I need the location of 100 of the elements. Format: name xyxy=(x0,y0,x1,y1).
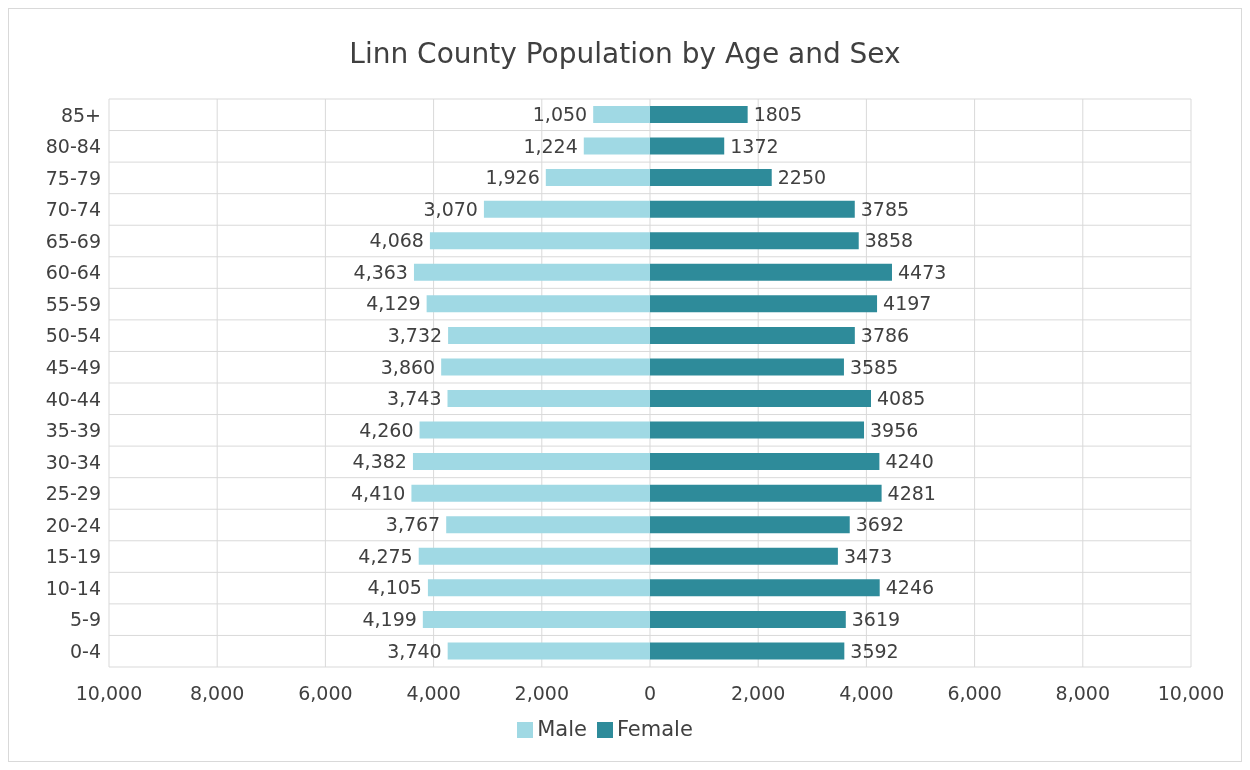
bar xyxy=(650,200,855,218)
bar xyxy=(446,516,650,534)
bar xyxy=(650,642,845,660)
bar xyxy=(411,484,650,502)
data-label: 3858 xyxy=(864,229,914,252)
chart-title: Linn County Population by Age and Sex xyxy=(348,37,902,70)
x-tick-label: 10,000 xyxy=(1157,682,1225,705)
data-label: 3786 xyxy=(860,324,910,347)
bar xyxy=(650,295,878,313)
data-label: 1805 xyxy=(753,103,803,126)
bar xyxy=(650,232,859,250)
data-label: 3592 xyxy=(850,639,899,662)
bar xyxy=(593,106,650,123)
data-label: 3,743 xyxy=(387,387,442,410)
bar xyxy=(650,263,892,281)
data-label: 3,860 xyxy=(380,355,436,378)
bar xyxy=(422,610,650,628)
data-label: 4,382 xyxy=(352,450,407,473)
data-label: 1,050 xyxy=(532,103,588,126)
data-label: 4197 xyxy=(883,292,932,315)
data-label: 4,199 xyxy=(362,608,417,631)
y-tick-label: 30-34 xyxy=(45,450,101,473)
data-label: 3,740 xyxy=(387,639,442,662)
data-label: 4240 xyxy=(885,450,934,473)
data-label: 1,224 xyxy=(523,134,578,157)
bar xyxy=(650,137,725,155)
data-label: 4,260 xyxy=(359,418,414,441)
data-label: 1,926 xyxy=(485,166,540,189)
bar xyxy=(650,421,865,439)
data-label: 4,068 xyxy=(369,229,424,252)
data-label: 3585 xyxy=(849,355,899,378)
bar xyxy=(447,390,650,407)
bar xyxy=(650,579,880,597)
y-tick-label: 85+ xyxy=(60,103,101,126)
bar xyxy=(650,516,850,534)
bar xyxy=(418,547,650,565)
bar xyxy=(583,137,650,155)
bar xyxy=(650,326,855,344)
data-label: 3619 xyxy=(851,608,901,631)
x-tick-label: 0 xyxy=(643,682,657,705)
y-tick-label: 25-29 xyxy=(45,482,101,505)
y-tick-label: 60-64 xyxy=(45,261,101,284)
data-label: 4,363 xyxy=(353,260,408,283)
legend-label: Male xyxy=(537,717,587,741)
bar xyxy=(412,453,650,471)
y-tick-label: 50-54 xyxy=(45,324,101,347)
y-tick-label: 75-79 xyxy=(45,166,101,189)
y-tick-label: 35-39 xyxy=(45,419,101,442)
data-label: 2250 xyxy=(777,166,827,189)
x-tick-label: 6,000 xyxy=(947,682,1002,705)
data-label: 3,070 xyxy=(423,197,478,220)
data-label: 4246 xyxy=(885,576,935,599)
bar xyxy=(650,106,748,123)
x-tick-label: 2,000 xyxy=(514,682,569,705)
bar xyxy=(413,263,650,281)
y-tick-label: 65-69 xyxy=(45,229,101,252)
bar xyxy=(429,232,650,250)
y-tick-label: 0-4 xyxy=(69,639,101,662)
bar xyxy=(419,421,650,439)
data-label: 4,105 xyxy=(367,576,422,599)
x-tick-label: 4,000 xyxy=(839,682,894,705)
data-label: 4,275 xyxy=(358,544,413,567)
x-tick-label: 4,000 xyxy=(406,682,461,705)
x-tick-label: 8,000 xyxy=(190,682,245,705)
data-label: 3,732 xyxy=(387,324,443,347)
y-tick-label: 20-24 xyxy=(45,513,101,536)
bar xyxy=(650,547,838,565)
data-label: 4085 xyxy=(877,387,926,410)
data-label: 3,767 xyxy=(385,513,441,536)
bar xyxy=(441,358,650,376)
x-tick-label: 8,000 xyxy=(1055,682,1110,705)
bar xyxy=(650,390,871,407)
y-tick-label: 80-84 xyxy=(45,135,101,158)
data-label: 1372 xyxy=(730,134,779,157)
y-tick-label: 70-74 xyxy=(45,198,101,221)
data-label: 3473 xyxy=(843,544,893,567)
x-tick-label: 2,000 xyxy=(731,682,786,705)
data-label: 3692 xyxy=(855,513,905,536)
y-tick-label: 5-9 xyxy=(69,608,101,631)
legend-label: Female xyxy=(616,717,693,741)
bar xyxy=(426,295,650,313)
bar xyxy=(650,169,772,187)
data-label: 3956 xyxy=(870,418,919,441)
data-label: 3785 xyxy=(860,197,910,220)
y-tick-label: 15-19 xyxy=(45,545,101,568)
bar xyxy=(448,326,650,344)
bar xyxy=(650,610,846,628)
bar xyxy=(650,453,880,471)
x-tick-label: 6,000 xyxy=(298,682,353,705)
data-label: 4,129 xyxy=(366,292,421,315)
bar xyxy=(650,484,882,502)
data-label: 4,410 xyxy=(351,481,406,504)
y-tick-label: 45-49 xyxy=(45,355,101,378)
bar xyxy=(545,169,650,187)
bar xyxy=(447,642,650,660)
bar xyxy=(427,579,650,597)
bar xyxy=(483,200,650,218)
y-tick-label: 40-44 xyxy=(45,387,101,410)
y-tick-label: 55-59 xyxy=(45,292,101,315)
data-label: 4281 xyxy=(887,481,936,504)
